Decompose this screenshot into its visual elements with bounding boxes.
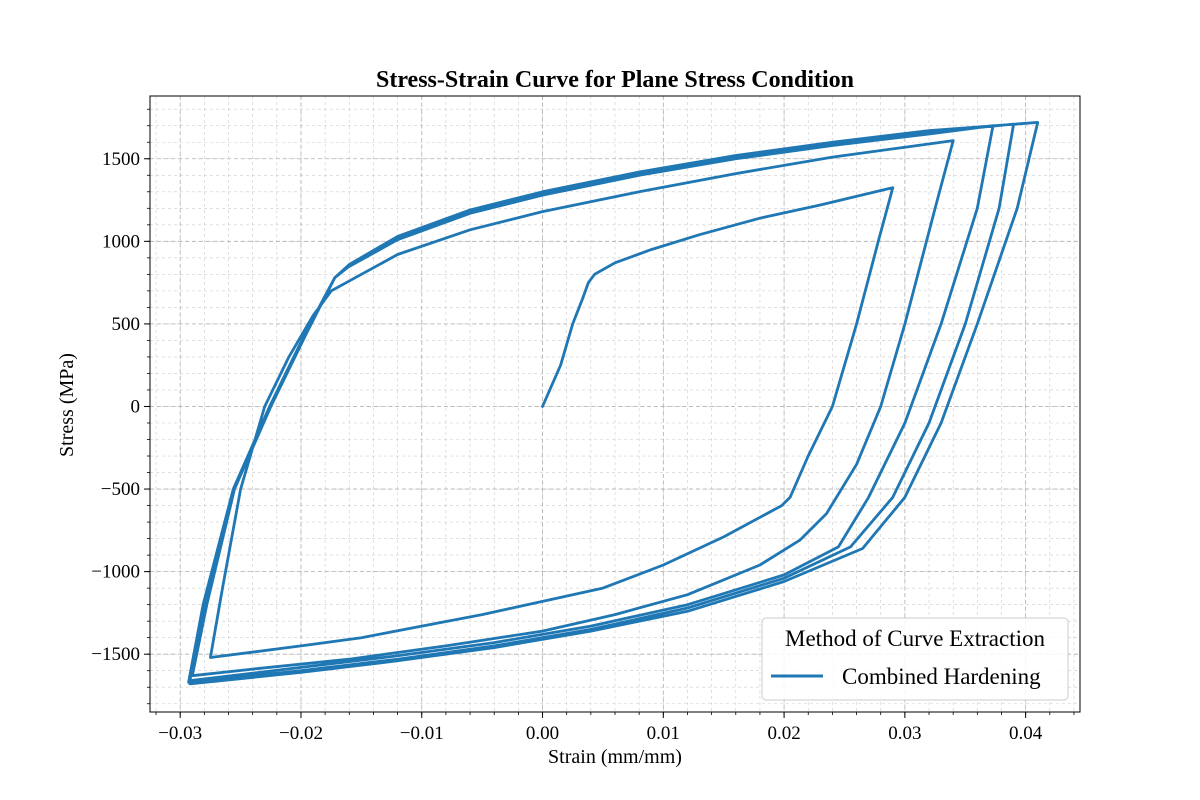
legend-title: Method of Curve Extraction bbox=[785, 626, 1045, 651]
y-tick-label: 500 bbox=[112, 314, 141, 335]
x-tick-label: 0.00 bbox=[526, 723, 559, 744]
y-tick-label: 1000 bbox=[102, 231, 140, 252]
x-tick-label: 0.04 bbox=[1009, 723, 1043, 744]
legend: Method of Curve Extraction Combined Hard… bbox=[761, 617, 1069, 701]
x-tick-label: 0.01 bbox=[647, 723, 680, 744]
y-axis-label: Stress (MPa) bbox=[56, 353, 78, 457]
x-tick-label: −0.03 bbox=[158, 723, 202, 744]
x-tick-label: −0.02 bbox=[279, 723, 323, 744]
legend-box bbox=[761, 617, 1069, 701]
x-axis-ticks: −0.03 −0.02 −0.01 0.00 0.01 0.02 0.03 0.04 bbox=[155, 712, 1075, 744]
legend-entry-combined-hardening: Combined Hardening bbox=[842, 664, 1041, 689]
y-tick-label: 0 bbox=[131, 396, 141, 417]
y-tick-label: −1500 bbox=[91, 644, 140, 665]
x-tick-label: −0.01 bbox=[400, 723, 444, 744]
x-tick-label: 0.03 bbox=[888, 723, 921, 744]
x-tick-label: 0.02 bbox=[767, 723, 800, 744]
y-tick-label: 1500 bbox=[102, 149, 140, 170]
series-layer bbox=[187, 121, 1040, 686]
major-grid bbox=[150, 96, 1080, 712]
chart-title: Stress-Strain Curve for Plane Stress Con… bbox=[376, 67, 854, 93]
series-line-combined-hardening bbox=[187, 121, 1040, 686]
y-axis-ticks: −1500 −1000 −500 0 500 1000 1500 bbox=[91, 108, 150, 705]
y-tick-label: −500 bbox=[101, 479, 140, 500]
x-axis-label: Strain (mm/mm) bbox=[548, 746, 682, 768]
y-tick-label: −1000 bbox=[91, 562, 140, 583]
